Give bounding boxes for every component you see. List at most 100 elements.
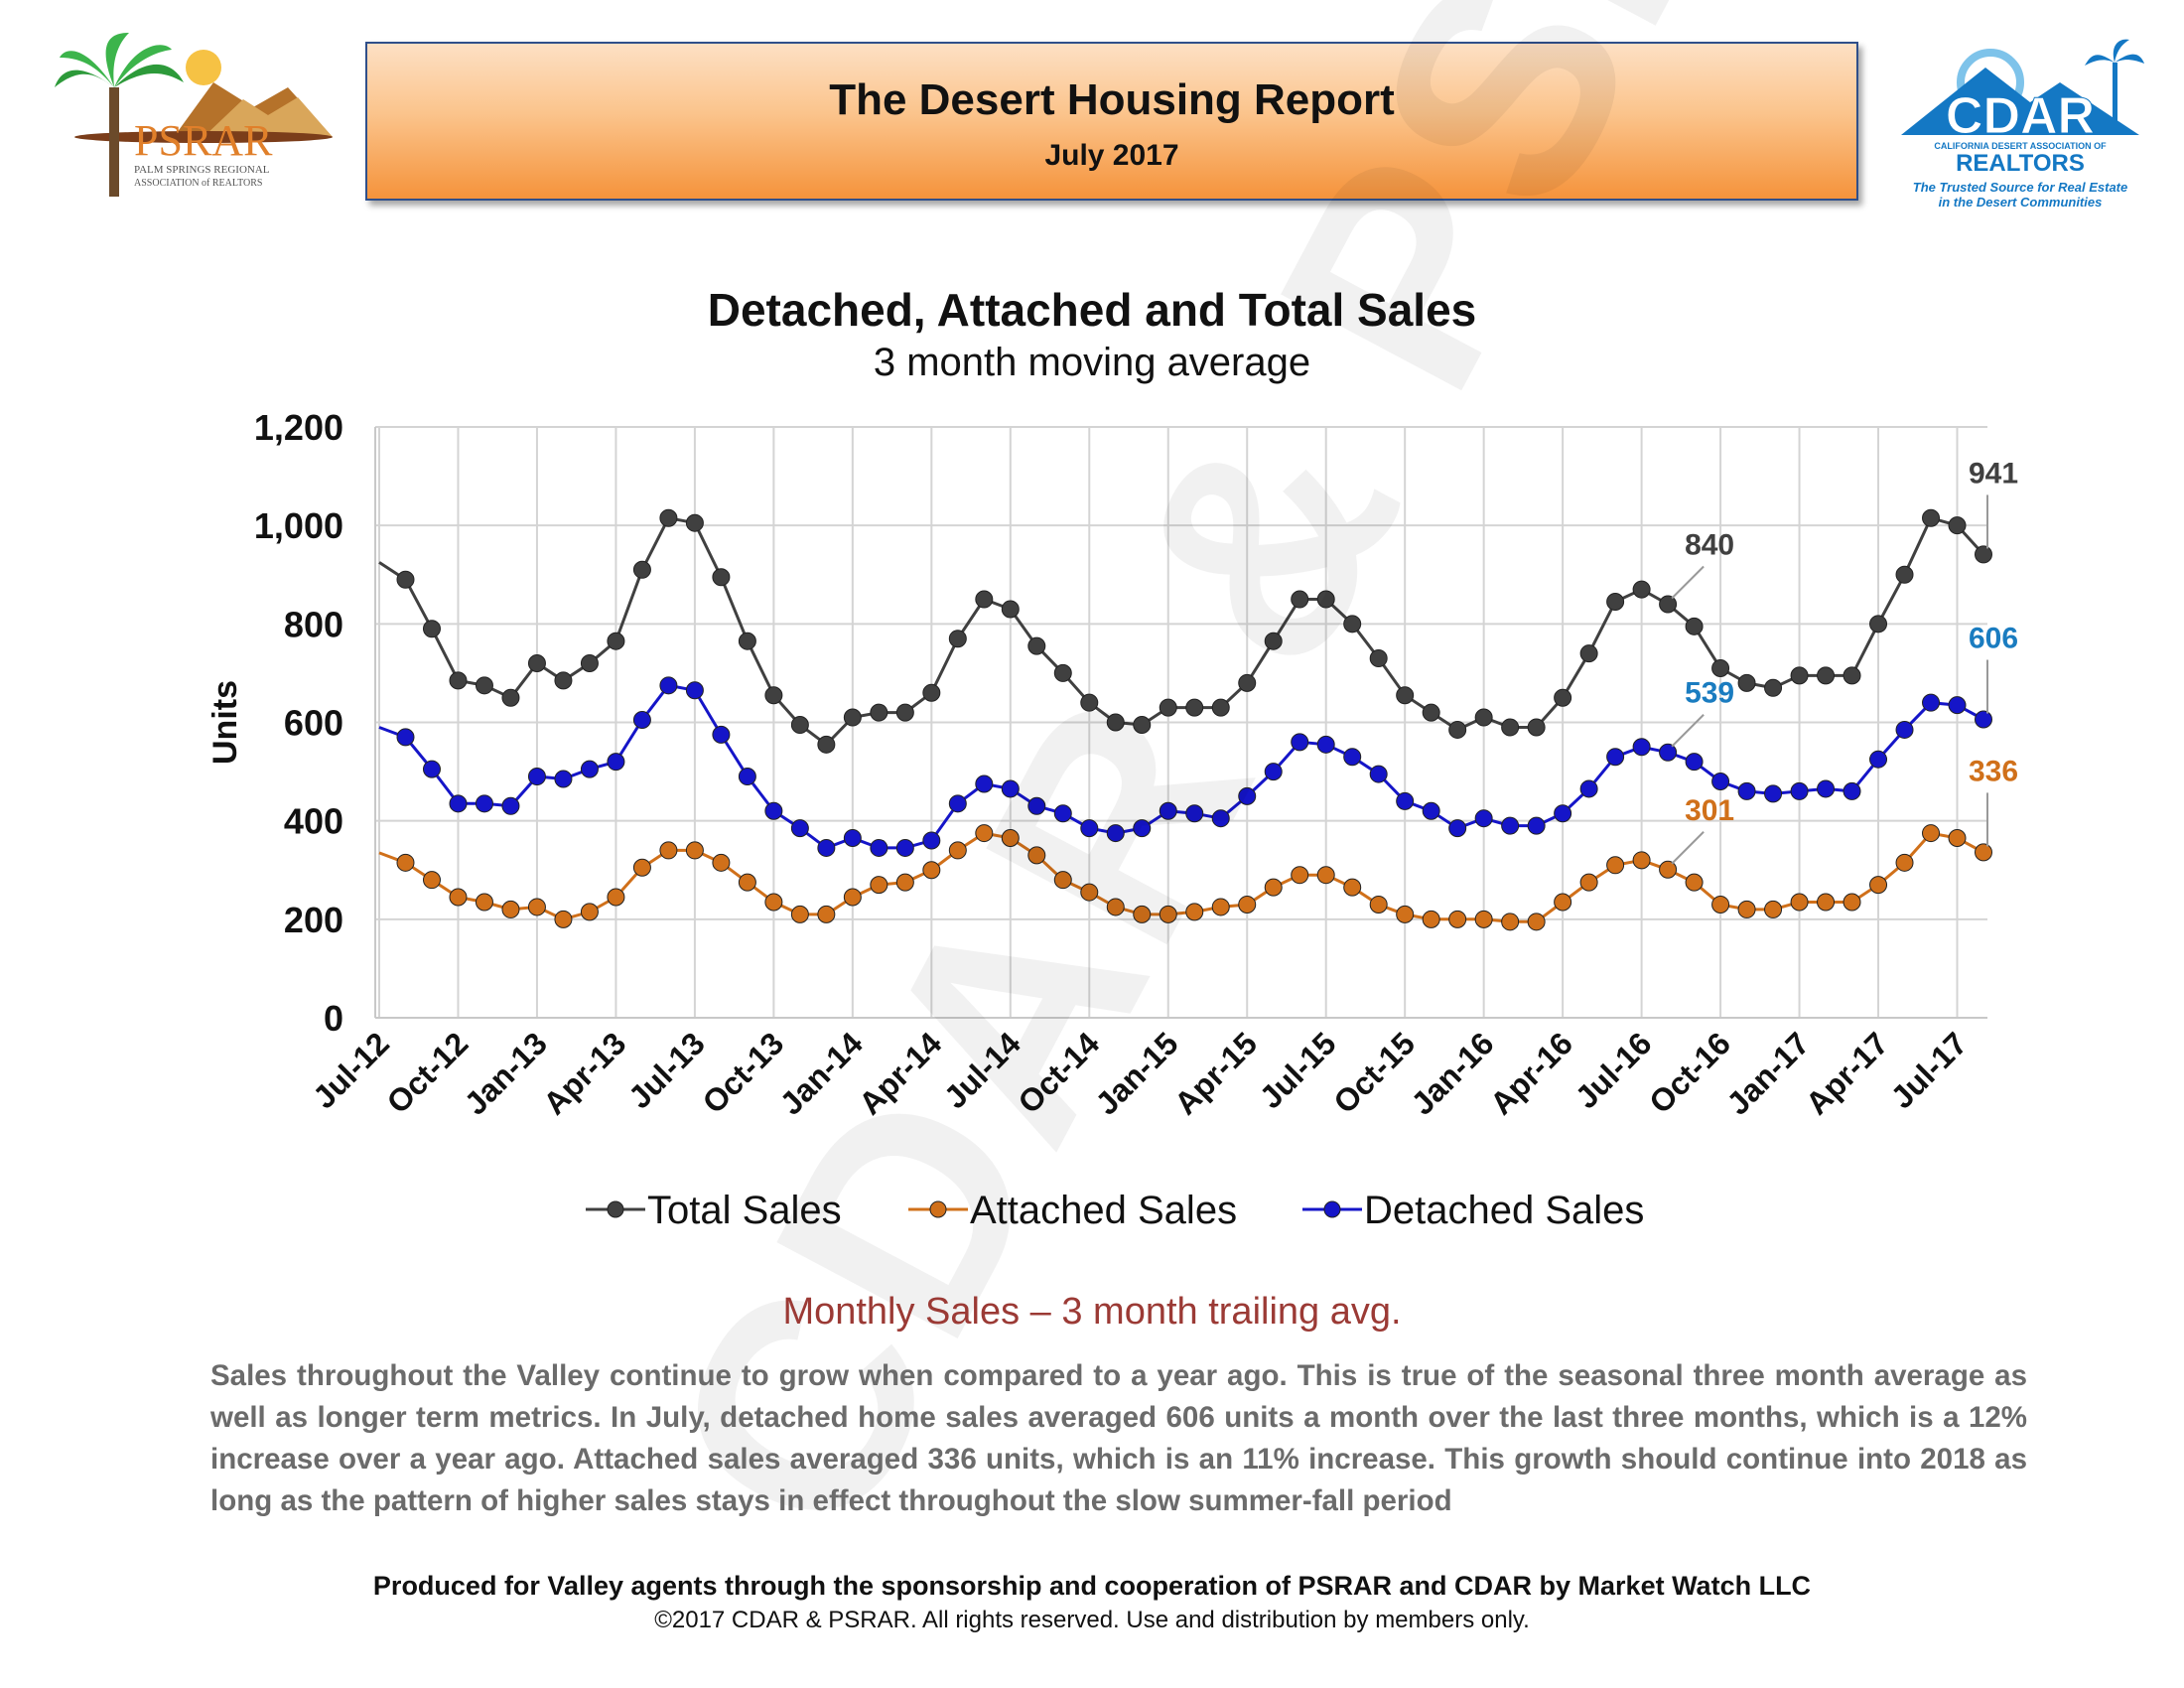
x-tick-label: Jul-15 [1253,1025,1343,1115]
data-point [895,838,914,857]
data-point [422,871,441,890]
y-tick-label: 0 [324,998,343,1039]
data-point [580,760,599,778]
data-point [922,861,941,880]
data-point [1001,600,1020,619]
data-point [1659,860,1678,879]
x-tick-label: Jan-13 [458,1025,554,1121]
palm-tree-icon [55,33,333,197]
data-point [1396,791,1415,810]
data-point [817,905,836,923]
data-point [1922,693,1941,712]
data-point [1264,878,1283,897]
data-point [475,676,493,695]
data-point [1369,765,1388,783]
data-point [1106,713,1125,732]
x-tick-label: Jul-12 [306,1025,396,1115]
data-point [449,671,468,690]
data-point [843,708,862,727]
data-point [449,794,468,813]
data-point [975,590,994,609]
data-point [1948,696,1967,715]
chart-subtitle: 3 month moving average [873,341,1311,384]
data-point [1211,898,1230,916]
data-point [1343,615,1362,633]
y-tick-label: 1,000 [254,505,343,546]
data-point [1764,678,1783,697]
data-point [843,888,862,907]
data-point [554,770,573,788]
data-point [659,841,678,860]
data-point [1764,900,1783,918]
data-point [1106,898,1125,916]
svg-text:REALTORS: REALTORS [1956,150,2085,177]
data-point [1869,750,1888,769]
data-point [1527,913,1546,931]
data-point [1817,666,1836,685]
data-point [1817,779,1836,798]
data-point [1001,779,1020,798]
data-point [1396,686,1415,705]
svg-text:PALM SPRINGS REGIONAL: PALM SPRINGS REGIONAL [134,164,270,176]
data-label-leader [1671,831,1705,865]
data-label: 301 [1685,794,1734,827]
data-point [1264,632,1283,650]
data-point [1369,895,1388,914]
x-tick-label: Apr-16 [1483,1025,1579,1121]
data-point [1133,819,1152,838]
y-tick-label: 800 [284,604,343,644]
data-point [1422,703,1440,722]
data-point [1185,903,1204,921]
data-point [870,703,888,722]
data-point [1159,801,1177,820]
y-axis-label: Units [206,680,244,765]
data-point [1291,733,1309,752]
data-label-leader [1671,565,1705,600]
data-point [1685,873,1704,892]
data-point [1264,763,1283,781]
data-point [1632,580,1651,599]
data-point [1448,819,1467,838]
data-point [1843,893,1861,912]
data-point [1474,809,1493,828]
data-point [580,903,599,921]
data-point [1159,698,1177,717]
data-point [449,888,468,907]
data-point [1869,615,1888,633]
chart-data-labels: 840 941 301 336 539 606 [1671,457,2018,865]
data-point [554,910,573,928]
data-point [1316,735,1335,754]
data-point [870,876,888,895]
data-point [685,513,704,532]
legend-swatch-marker [929,1200,947,1218]
data-point [764,893,783,912]
data-label: 941 [1969,457,2018,490]
data-point [1659,595,1678,614]
data-point [1027,796,1046,815]
x-tick-label: Jul-16 [1569,1025,1659,1115]
data-point [554,671,573,690]
data-point [1211,698,1230,717]
data-point [1764,784,1783,803]
report-title: The Desert Housing Report [829,75,1395,124]
data-point [1579,644,1598,663]
legend-item: Total Sales [586,1189,842,1232]
legend-swatch-marker [1323,1200,1341,1218]
x-tick-label: Apr-13 [536,1025,632,1121]
data-point [1053,804,1072,823]
data-point [712,568,731,587]
data-point [1711,895,1730,914]
data-point [1817,893,1836,912]
data-point [1422,910,1440,928]
data-point [501,688,520,707]
data-point [1554,804,1572,823]
data-point [1501,913,1520,931]
y-tick-label: 600 [284,703,343,744]
data-point [948,794,967,813]
data-point [1396,905,1415,923]
x-tick-label: Jul-13 [621,1025,712,1115]
data-point [422,760,441,778]
data-point [1474,708,1493,727]
data-label: 336 [1969,755,2018,787]
legend-item: Attached Sales [908,1189,1237,1232]
